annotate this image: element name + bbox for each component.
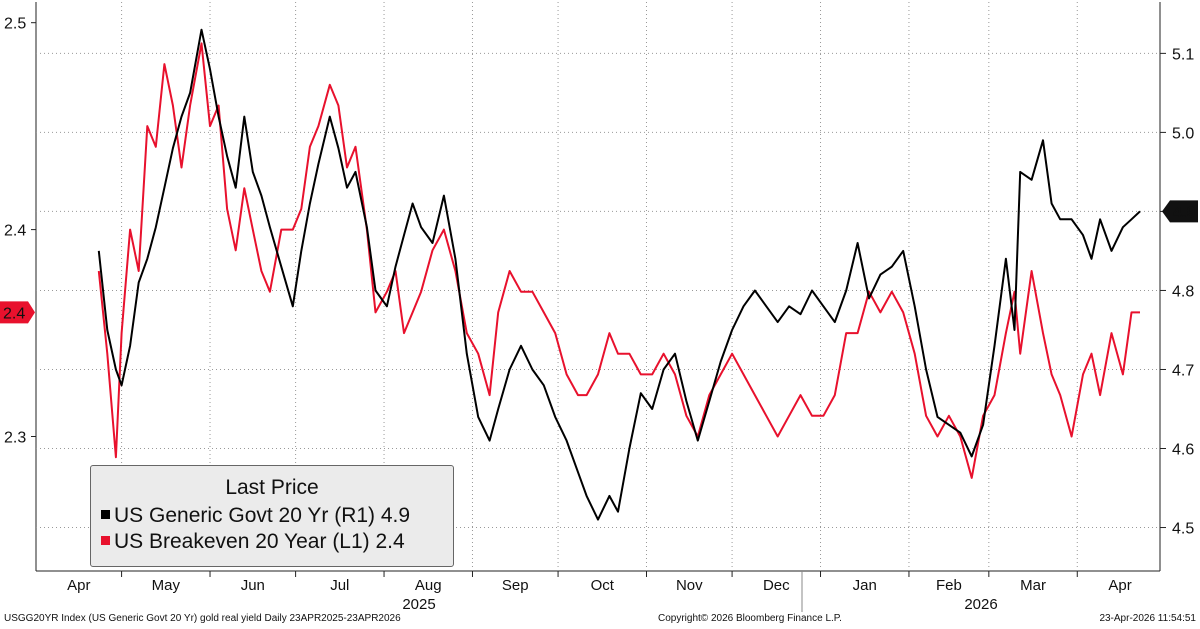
footer-left-text: USGG20YR Index (US Generic Govt 20 Yr) g… <box>4 613 401 624</box>
left-axis: 2.5 2.4 2.3 <box>4 16 36 447</box>
breakeven-series-line <box>97 42 1140 479</box>
month-label: Dec <box>763 577 790 594</box>
left-last-value-text: 2.4 <box>3 305 25 322</box>
month-label: Feb <box>936 577 962 594</box>
series-layer <box>97 28 1141 521</box>
legend-swatch-red <box>101 536 110 545</box>
footer-timestamp: 23-Apr-2026 11:54:51 <box>1099 613 1196 624</box>
legend-swatch-black <box>101 510 110 519</box>
left-tick-label: 2.4 <box>4 223 26 240</box>
month-label: Apr <box>1108 577 1131 594</box>
month-label: Apr <box>67 577 90 594</box>
left-last-value-tag <box>0 301 35 324</box>
legend-entry-yield: US Generic Govt 20 Yr (R1) 4.9 <box>101 504 410 528</box>
right-tick-label: 4.7 <box>1172 362 1194 379</box>
month-label: Aug <box>415 577 442 594</box>
right-tick-label: 4.8 <box>1172 283 1194 300</box>
year-label: 2026 <box>964 596 997 613</box>
legend-label-breakeven: US Breakeven 20 Year (L1) 2.4 <box>114 530 405 553</box>
chart-grid <box>35 2 1161 572</box>
right-last-value-text: 4.9 <box>1173 204 1195 221</box>
right-tick-label: 5.1 <box>1172 46 1194 63</box>
month-label: Mar <box>1020 577 1046 594</box>
legend-title: Last Price <box>225 476 319 499</box>
month-label: Sep <box>502 577 529 594</box>
month-label: Nov <box>676 577 703 594</box>
month-label: Jan <box>853 577 877 594</box>
year-label: 2025 <box>402 596 435 613</box>
x-axis: Apr May Jun Jul Aug Sep Oct Nov Dec Jan Feb Mar Apr 2… <box>67 571 1132 613</box>
month-label: Oct <box>591 577 615 594</box>
right-tick-label: 4.5 <box>1172 521 1194 538</box>
right-tick-label: 5.0 <box>1172 125 1194 142</box>
chart-legend: Last Price US Generic Govt 20 Yr (R1) 4.… <box>90 465 454 567</box>
legend-entry-breakeven: US Breakeven 20 Year (L1) 2.4 <box>101 530 405 554</box>
right-last-value-tag <box>1162 200 1198 223</box>
footer-copyright: Copyright© 2026 Bloomberg Finance L.P. <box>658 613 842 624</box>
yield-series-line <box>97 28 1141 521</box>
left-tick-label: 2.3 <box>4 430 26 447</box>
chart-footer: USGG20YR Index (US Generic Govt 20 Yr) g… <box>0 607 1200 629</box>
month-label: May <box>152 577 181 594</box>
month-label: Jun <box>241 577 265 594</box>
left-tick-label: 2.5 <box>4 16 26 33</box>
right-axis: 5.1 5.0 4.9 4.8 4.7 4.6 4.5 <box>1160 46 1194 538</box>
last-value-tags: 4.9 2.4 <box>0 200 1198 324</box>
right-tick-label: 4.6 <box>1172 442 1194 459</box>
month-label: Jul <box>330 577 349 594</box>
legend-label-yield: US Generic Govt 20 Yr (R1) 4.9 <box>114 504 411 527</box>
